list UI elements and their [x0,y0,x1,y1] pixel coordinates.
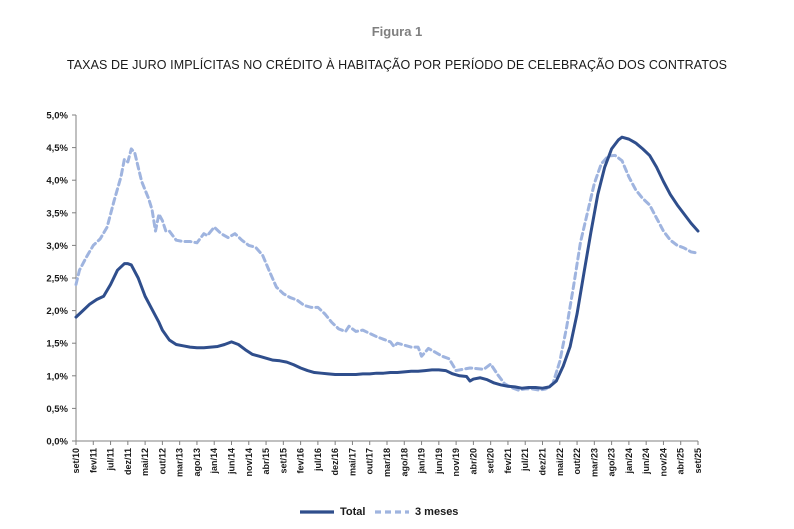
y-axis: 0,0% 0,5% 1,0% 1,5% 2,0% 2,5% 3,0% 3,5% 4,0% 4,5%… [46,111,77,448]
x-tick-label: mar/23 [589,448,599,477]
legend-label-total: Total [340,506,366,518]
x-tick-label: fev/16 [296,448,306,474]
series-line-3-meses [74,147,700,392]
x-tick-label: set/25 [693,448,703,474]
x-tick-label: ago/13 [192,448,202,477]
x-tick-label: mar/13 [175,448,185,477]
x-tick-label: mai/12 [140,448,150,476]
legend-swatch-3-meses [375,510,409,514]
x-tick-label: out/12 [157,448,167,475]
x-tick-label: mar/18 [382,448,392,477]
x-axis: set/10 fev/11 jul/11 dez/11 mai/12 out/12 mar/… [71,440,703,477]
x-tick-label: mai/22 [555,448,565,476]
x-tick-label: jul/21 [520,448,530,472]
legend-label-3-meses: 3 meses [415,506,459,518]
x-tick-label: ago/18 [399,448,409,477]
x-tick-label: fev/21 [503,448,513,474]
x-tick-label: jan/14 [209,448,219,475]
legend: Total 3 meses [0,502,794,522]
x-tick-label: jun/14 [227,448,237,475]
y-tick-label: 2,0% [46,306,68,317]
x-tick-label: abr/20 [468,448,478,475]
legend-item-3-meses: 3 meses [375,502,458,522]
y-tick-label: 1,0% [46,371,68,382]
x-tick-label: nov/19 [451,448,461,477]
y-tick-label: 4,5% [46,143,68,154]
x-tick-label: jan/19 [417,448,427,475]
x-tick-label: jun/24 [641,448,651,475]
y-tick-label: 0,0% [46,437,68,448]
y-tick-label: 1,5% [46,339,68,350]
x-tick-label: nov/14 [244,448,254,477]
y-tick-label: 3,0% [46,241,68,252]
x-tick-label: jun/19 [434,448,444,475]
x-tick-label: fev/11 [88,448,98,473]
x-tick-label: dez/16 [330,448,340,476]
legend-item-total: Total [300,502,365,522]
y-tick-label: 0,5% [46,404,68,415]
x-tick-label: jul/16 [313,448,323,472]
y-tick-label: 5,0% [46,111,68,122]
x-tick-label: out/17 [365,448,375,475]
x-tick-label: nov/24 [658,448,668,477]
x-tick-label: set/15 [278,448,288,474]
x-tick-label: jul/11 [106,448,116,472]
series-layer [74,135,700,392]
x-tick-label: dez/21 [538,448,548,476]
x-tick-label: mai/17 [347,448,357,476]
legend-swatch-total [300,510,334,514]
x-tick-label: abr/15 [261,448,271,475]
series-line-total [74,135,700,390]
figure-label: Figura 1 [371,24,423,39]
y-tick-label: 4,0% [46,176,68,187]
chart-title: TAXAS DE JURO IMPLÍCITAS NO CRÉDITO À HA… [66,58,728,72]
x-tick-label: set/10 [71,448,81,474]
x-tick-label: set/20 [486,448,496,474]
y-tick-label: 3,5% [46,208,68,219]
x-tick-label: abr/25 [676,448,686,475]
x-tick-label: dez/11 [123,448,133,475]
x-tick-label: jan/24 [624,448,634,475]
x-tick-label: out/22 [572,448,582,475]
x-tick-label: ago/23 [607,448,617,477]
y-tick-label: 2,5% [46,274,68,285]
